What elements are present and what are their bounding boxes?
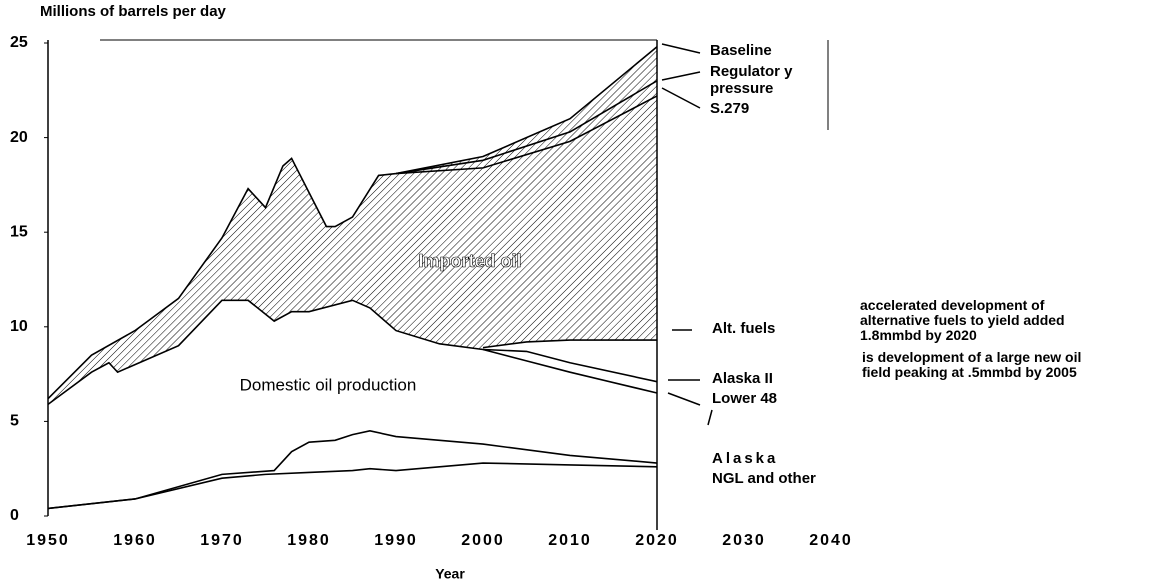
series-line — [482, 339, 657, 349]
series-label: NGL and other — [712, 470, 816, 487]
x-tick-label: 1970 — [200, 532, 244, 549]
x-tick-label: 1960 — [113, 532, 157, 549]
x-tick-label: 1990 — [374, 532, 418, 549]
series-line — [47, 299, 658, 406]
series-label: Baseline — [710, 42, 772, 59]
x-tick-label: 1950 — [26, 532, 70, 549]
imported-area — [48, 46, 657, 405]
annotation: Domestic oil production — [240, 375, 417, 394]
x-tick-label: 2030 — [722, 532, 766, 549]
series-line — [395, 80, 658, 175]
series-line — [47, 430, 658, 510]
series-label: S.279 — [710, 100, 750, 117]
series-label: Alt. fuels — [712, 320, 776, 337]
hatch-layer — [48, 46, 657, 405]
x-tick-label: 2020 — [635, 532, 679, 549]
note: accelerated development of alternative f… — [860, 297, 1065, 343]
series-label: Lower 48 — [712, 390, 778, 407]
y-tick-label: 15 — [10, 223, 28, 240]
x-tick-label: 2000 — [461, 532, 505, 549]
y-tick-label: 5 — [10, 413, 19, 430]
y-tick-label: 25 — [10, 34, 28, 51]
series-line — [395, 95, 658, 175]
y-tick-label: 0 — [10, 507, 19, 524]
x-tick-label: 2040 — [809, 532, 853, 549]
series-label: Alaska — [712, 450, 779, 467]
series-line — [482, 348, 658, 383]
x-tick-label: 1980 — [287, 532, 331, 549]
series-label: Alaska II — [712, 370, 773, 387]
x-tick-label: 2010 — [548, 532, 592, 549]
x-axis-label: Year — [435, 566, 465, 582]
series-line — [47, 462, 658, 510]
series-label: Regulator y pressure — [710, 63, 793, 97]
note: is development of a large new oil field … — [862, 349, 1082, 380]
annotation: Imported oil — [419, 251, 522, 271]
y-tick-label: 10 — [10, 318, 28, 335]
arrows — [661, 43, 713, 426]
chart-title: Millions of barrels per day — [40, 3, 227, 20]
y-tick-label: 20 — [10, 129, 28, 146]
